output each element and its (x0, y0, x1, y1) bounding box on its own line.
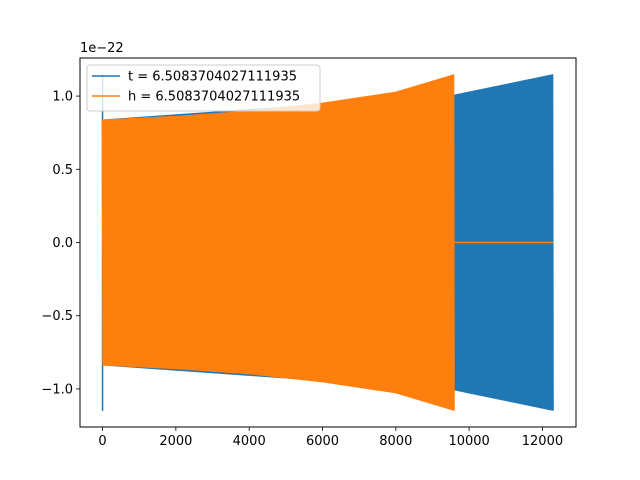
legend-label: h = 6.5083704027111935 (128, 90, 300, 105)
y-tick-label: −1.0 (41, 382, 73, 397)
legend-item: t = 6.5083704027111935 (92, 70, 297, 85)
series-h (101, 74, 554, 411)
series-line (101, 74, 455, 411)
x-tick-label: 12000 (522, 434, 563, 449)
plot-area: 0 2000 4000 6000 8000 10000 12000 −1.0 −0.5 0.0 0… (41, 41, 577, 449)
x-tick-label: 8000 (379, 434, 412, 449)
y-axis: −1.0 −0.5 0.0 0.5 1.0 (41, 90, 80, 397)
legend-label: t = 6.5083704027111935 (128, 70, 297, 85)
y-tick-label: 0.5 (52, 163, 73, 178)
x-tick-label: 10000 (448, 434, 489, 449)
y-tick-label: −0.5 (41, 309, 73, 324)
y-tick-label: 1.0 (52, 90, 73, 105)
x-tick-label: 6000 (306, 434, 339, 449)
series-layer (101, 74, 554, 411)
legend: t = 6.5083704027111935 h = 6.508370402711… (86, 64, 321, 112)
x-tick-label: 2000 (159, 434, 192, 449)
y-offset-label: 1e−22 (80, 41, 124, 56)
legend-item: h = 6.5083704027111935 (92, 90, 300, 105)
x-tick-label: 4000 (233, 434, 266, 449)
y-tick-label: 0.0 (52, 236, 73, 251)
legend-box (86, 64, 321, 112)
x-tick-label: 0 (98, 434, 106, 449)
x-axis: 0 2000 4000 6000 8000 10000 12000 (98, 427, 563, 449)
